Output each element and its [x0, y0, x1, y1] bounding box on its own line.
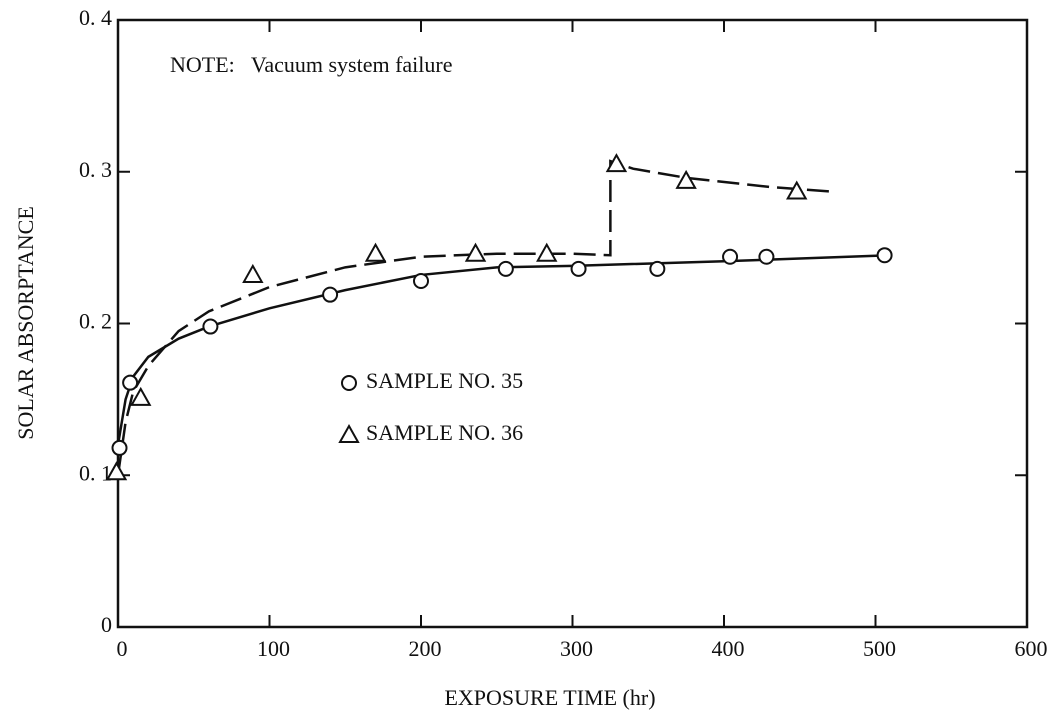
data-point	[202, 318, 219, 335]
data-point	[111, 439, 128, 456]
y-tick-label: 0. 2	[79, 309, 112, 334]
x-tick-label: 200	[409, 636, 442, 661]
data-point	[122, 374, 139, 391]
data-point	[675, 169, 697, 189]
fit-line	[116, 159, 831, 476]
y-axis-label: SOLAR ABSORPTANCE	[13, 206, 38, 440]
data-point	[570, 260, 587, 277]
x-axis-label: EXPOSURE TIME (hr)	[444, 685, 655, 710]
y-tick-label: 0	[101, 612, 112, 637]
y-tick-label: 0. 1	[79, 460, 112, 485]
y-tick-label: 0. 3	[79, 157, 112, 182]
x-tick-label: 100	[257, 636, 290, 661]
legend-marker	[341, 375, 357, 391]
plot-frame	[116, 18, 1029, 629]
data-point	[876, 247, 893, 264]
data-point	[722, 248, 739, 265]
x-tick-label: 300	[560, 636, 593, 661]
data-point	[364, 242, 387, 262]
data-point	[413, 273, 429, 290]
x-tick-label: 500	[863, 636, 896, 661]
data-point	[242, 263, 264, 283]
annotation: NOTE: Vacuum system failure	[170, 52, 452, 77]
data-point	[322, 286, 339, 303]
data-point	[464, 242, 487, 262]
data-point	[605, 153, 628, 173]
x-tick-label: 400	[712, 636, 745, 661]
data-point	[649, 260, 666, 277]
x-tick-label: 600	[1015, 636, 1048, 661]
data-point	[497, 260, 514, 277]
y-tick-label: 0. 4	[79, 5, 112, 30]
data-point	[536, 242, 558, 262]
x-tick-label: 0	[117, 636, 128, 661]
data-point	[786, 180, 808, 200]
data-point	[758, 248, 775, 265]
legend-label: SAMPLE NO. 36	[366, 420, 523, 445]
fit-line	[116, 253, 891, 446]
data-point	[105, 461, 128, 481]
legend-marker	[338, 423, 360, 443]
legend-label: SAMPLE NO. 35	[366, 368, 523, 393]
data-point	[130, 386, 152, 406]
